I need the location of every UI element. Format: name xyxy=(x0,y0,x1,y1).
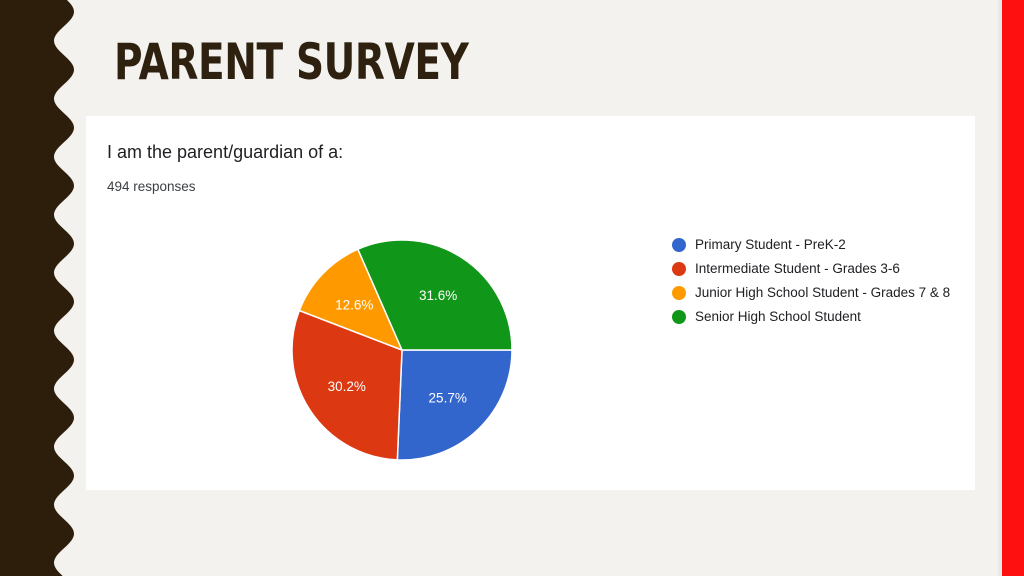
pie-data-label-1: 25.7% xyxy=(429,391,467,406)
pie-slice-3[interactable] xyxy=(298,248,404,352)
pie-data-label-2: 30.2% xyxy=(328,379,366,394)
legend-label-4: Senior High School Student xyxy=(695,309,861,324)
legend-swatch-3 xyxy=(672,286,686,300)
pie-data-label-4: 31.6% xyxy=(419,288,457,303)
response-count: 494 responses xyxy=(107,179,196,194)
legend-item-2[interactable]: Intermediate Student - Grades 3-6 xyxy=(672,260,972,277)
legend-label-3: Junior High School Student - Grades 7 & … xyxy=(695,285,951,300)
chart-card: I am the parent/guardian of a: 494 respo… xyxy=(86,116,975,490)
right-stripe-light xyxy=(998,0,1002,576)
question-text: I am the parent/guardian of a: xyxy=(107,142,344,162)
left-border-decoration xyxy=(0,0,74,576)
pie-slice-1[interactable] xyxy=(396,349,513,461)
legend-swatch-2 xyxy=(672,262,686,276)
legend-swatch-1 xyxy=(672,238,686,252)
legend-label-1: Primary Student - PreK-2 xyxy=(695,237,846,252)
legend-swatch-4 xyxy=(672,310,686,324)
legend-item-1[interactable]: Primary Student - PreK-2 xyxy=(672,236,972,253)
right-stripe xyxy=(1002,0,1024,576)
pie-data-label-3: 12.6% xyxy=(335,297,373,312)
slide-title: PARENT SURVEY xyxy=(114,33,469,91)
legend-item-3[interactable]: Junior High School Student - Grades 7 & … xyxy=(672,284,972,301)
legend-label-2: Intermediate Student - Grades 3-6 xyxy=(695,261,900,276)
pie-slice-4[interactable] xyxy=(356,239,513,351)
pie-slice-2[interactable] xyxy=(291,309,403,461)
pie-chart: 25.7% 30.2% 12.6% 31.6% xyxy=(291,239,513,461)
chart-legend: Primary Student - PreK-2 Intermediate Stu… xyxy=(672,236,972,332)
legend-item-4[interactable]: Senior High School Student xyxy=(672,308,972,325)
left-border-shape xyxy=(0,0,74,576)
